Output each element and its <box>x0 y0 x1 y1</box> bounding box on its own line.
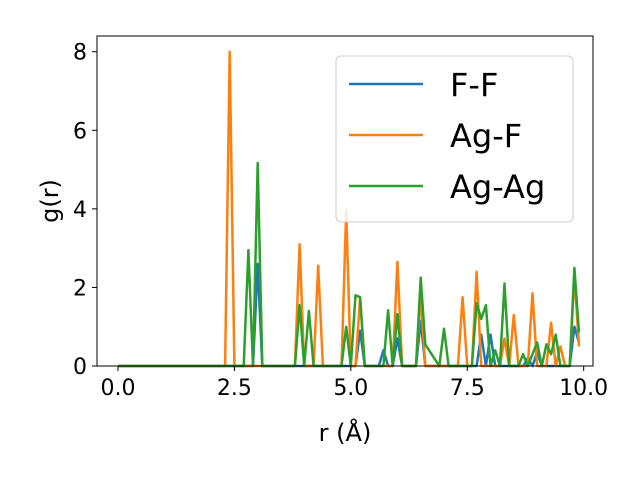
x-tick-label: 0.0 <box>100 376 135 401</box>
legend-label: Ag-F <box>450 117 522 155</box>
y-axis: 0 2 4 6 8 <box>73 41 97 380</box>
x-axis: 0.0 2.5 5.0 7.5 10.0 <box>100 366 608 401</box>
y-axis-label: g(r) <box>36 179 64 223</box>
legend-label: F-F <box>450 66 498 104</box>
legend: F-F Ag-F Ag-Ag <box>335 55 574 223</box>
x-axis-label: r (Å) <box>319 418 372 447</box>
x-tick-label: 7.5 <box>450 376 485 401</box>
plot-frame <box>96 35 594 367</box>
series-line-3 <box>118 161 581 368</box>
x-tick-label: 2.5 <box>217 376 252 401</box>
series-line-1 <box>118 262 581 368</box>
x-tick-label: 10.0 <box>559 376 608 401</box>
legend-label: Ag-Ag <box>450 168 545 206</box>
y-tick-label: 4 <box>73 198 87 223</box>
y-tick-label: 0 <box>73 355 87 380</box>
legend-box <box>335 55 574 223</box>
y-tick-label: 2 <box>73 276 87 301</box>
x-tick-label: 5.0 <box>333 376 368 401</box>
y-tick-label: 6 <box>73 119 87 144</box>
y-tick-label: 8 <box>73 41 87 66</box>
